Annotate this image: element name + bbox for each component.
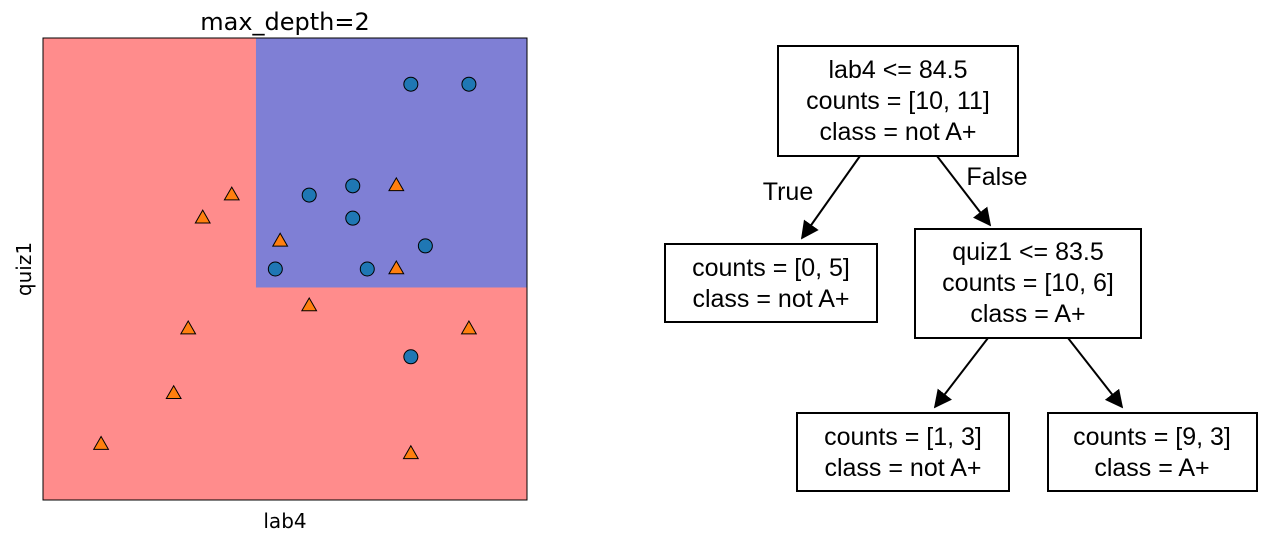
node-left-line-2: class = not A+ bbox=[692, 285, 849, 313]
triangle-point bbox=[388, 176, 405, 192]
triangle-point bbox=[92, 435, 110, 450]
tree-node-right-right: counts = [9, 3] class = A+ bbox=[1047, 412, 1258, 492]
triangle-point bbox=[300, 296, 318, 312]
circle-point bbox=[345, 210, 361, 226]
circle-point bbox=[359, 261, 375, 277]
circle-point bbox=[267, 261, 283, 277]
node-left-line-1: counts = [0, 5] bbox=[692, 254, 850, 282]
decision-boundary-plot: max_depth=2 lab4 quiz1 bbox=[12, 8, 528, 533]
triangle-point bbox=[271, 232, 289, 247]
circle-point bbox=[417, 238, 433, 254]
triangle-point bbox=[388, 259, 405, 275]
plot-frame bbox=[42, 37, 528, 501]
circle-point bbox=[403, 76, 419, 92]
circle-point bbox=[461, 76, 477, 92]
node-right-right-line-1: counts = [9, 3] bbox=[1073, 423, 1231, 451]
node-root-line-3: class = not A+ bbox=[819, 118, 976, 146]
circle-point bbox=[403, 349, 419, 365]
node-root-line-2: counts = [10, 11] bbox=[806, 87, 990, 115]
edge-root-left bbox=[800, 155, 861, 240]
points-layer bbox=[92, 76, 478, 460]
node-right-left-line-1: counts = [1, 3] bbox=[824, 423, 982, 451]
node-right-left-line-2: class = not A+ bbox=[824, 454, 981, 482]
tree-edges bbox=[800, 155, 1124, 409]
circle-point bbox=[345, 178, 361, 194]
plot-area bbox=[42, 37, 528, 501]
tree-node-left: counts = [0, 5] class = not A+ bbox=[664, 243, 878, 323]
tree-node-right-left: counts = [1, 3] class = not A+ bbox=[796, 412, 1010, 492]
circle-point bbox=[301, 187, 317, 203]
false-edge-label: False bbox=[966, 163, 1027, 191]
triangle-point bbox=[179, 320, 197, 335]
region-a-plus bbox=[255, 38, 527, 288]
edge-right-right bbox=[1067, 337, 1124, 409]
node-root-line-1: lab4 <= 84.5 bbox=[828, 56, 967, 84]
node-right-right-line-2: class = A+ bbox=[1094, 454, 1209, 482]
triangle-point bbox=[223, 186, 240, 201]
true-edge-label: True bbox=[763, 178, 813, 206]
x-axis-label: lab4 bbox=[263, 509, 306, 533]
decision-tree-diagram: True False lab4 <= 84.5 counts = [10, 11… bbox=[664, 45, 1258, 492]
triangle-point bbox=[165, 384, 182, 400]
node-right-line-3: class = A+ bbox=[970, 300, 1085, 328]
node-right-line-2: counts = [10, 6] bbox=[942, 269, 1114, 297]
triangle-point bbox=[402, 444, 420, 460]
triangle-point bbox=[460, 320, 478, 335]
edge-root-right bbox=[936, 155, 992, 227]
tree-node-right: quiz1 <= 83.5 counts = [10, 6] class = A… bbox=[914, 228, 1142, 339]
node-right-line-1: quiz1 <= 83.5 bbox=[952, 238, 1104, 266]
triangle-point bbox=[194, 209, 211, 224]
plot-title: max_depth=2 bbox=[200, 8, 370, 36]
tree-node-root: lab4 <= 84.5 counts = [10, 11] class = n… bbox=[777, 45, 1019, 157]
y-axis-label: quiz1 bbox=[12, 242, 36, 296]
edge-right-left bbox=[933, 337, 989, 409]
